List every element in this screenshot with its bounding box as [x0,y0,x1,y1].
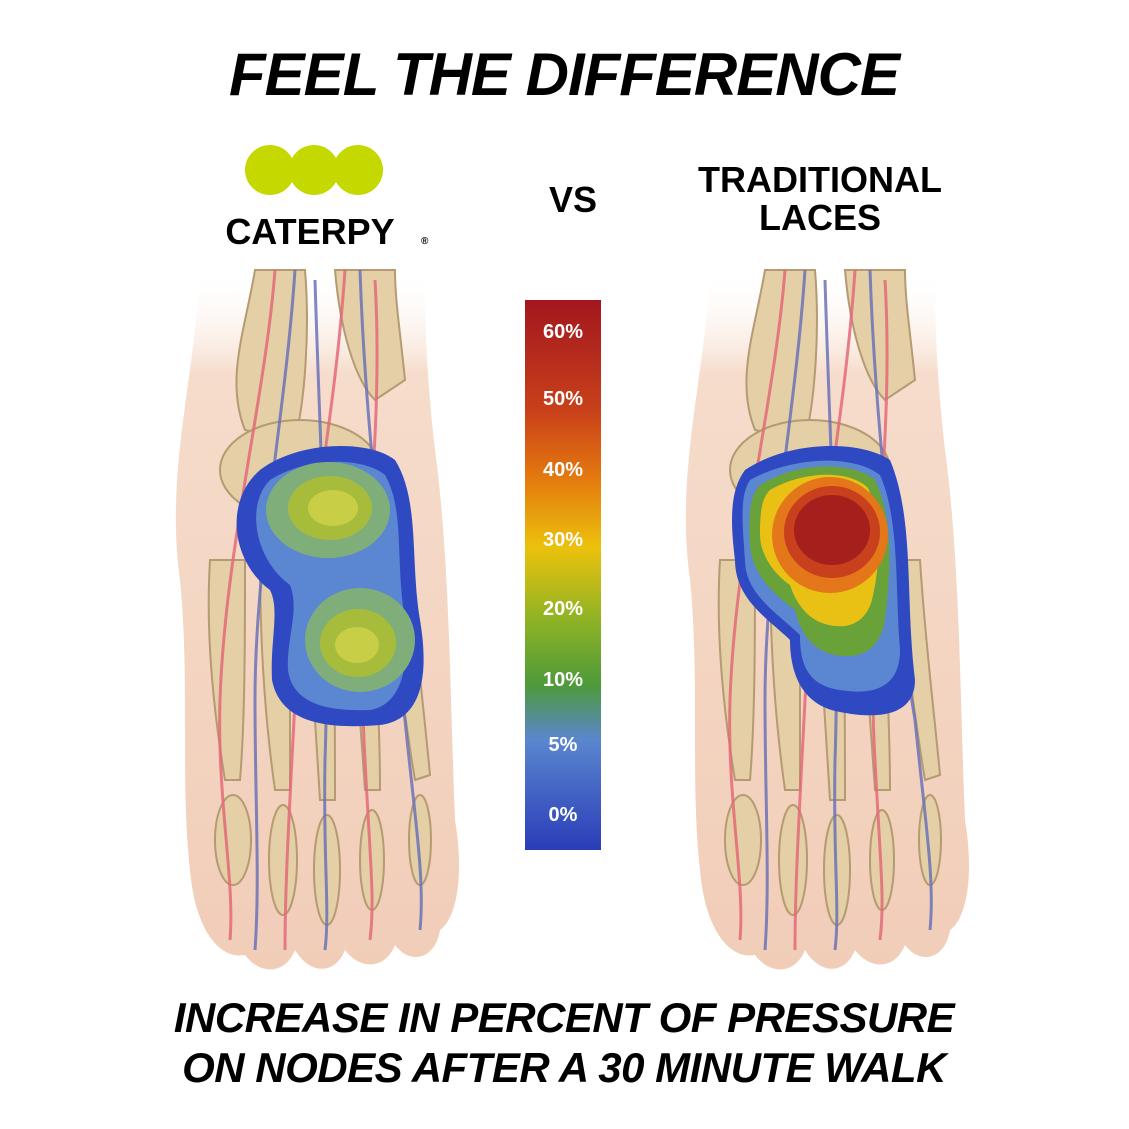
title: FEEL THE DIFFERENCE [229,41,902,108]
competitor-line: TRADITIONAL [698,159,942,200]
scale-label: 5% [549,734,578,756]
pressure-scale [525,300,601,850]
scale-label: 10% [543,669,583,691]
heatmap-laces [732,446,915,716]
caption-line: ON NODES AFTER A 30 MINUTE WALK [182,1044,949,1091]
scale-label: 0% [549,804,578,826]
scale-label: 40% [543,459,583,481]
versus: VS [549,179,597,220]
scale-label: 30% [543,529,583,551]
caption-line: INCREASE IN PERCENT OF PRESSURE [174,994,957,1041]
brand-mark: ® [421,236,429,247]
brand-logo [245,145,383,195]
brand-name: CATERPY [225,211,394,252]
scale-label: 20% [543,598,583,620]
competitor-line: LACES [759,197,881,238]
scale-label: 60% [543,321,583,343]
heatmap-caterpy [236,446,424,727]
scale-label: 50% [543,388,583,410]
